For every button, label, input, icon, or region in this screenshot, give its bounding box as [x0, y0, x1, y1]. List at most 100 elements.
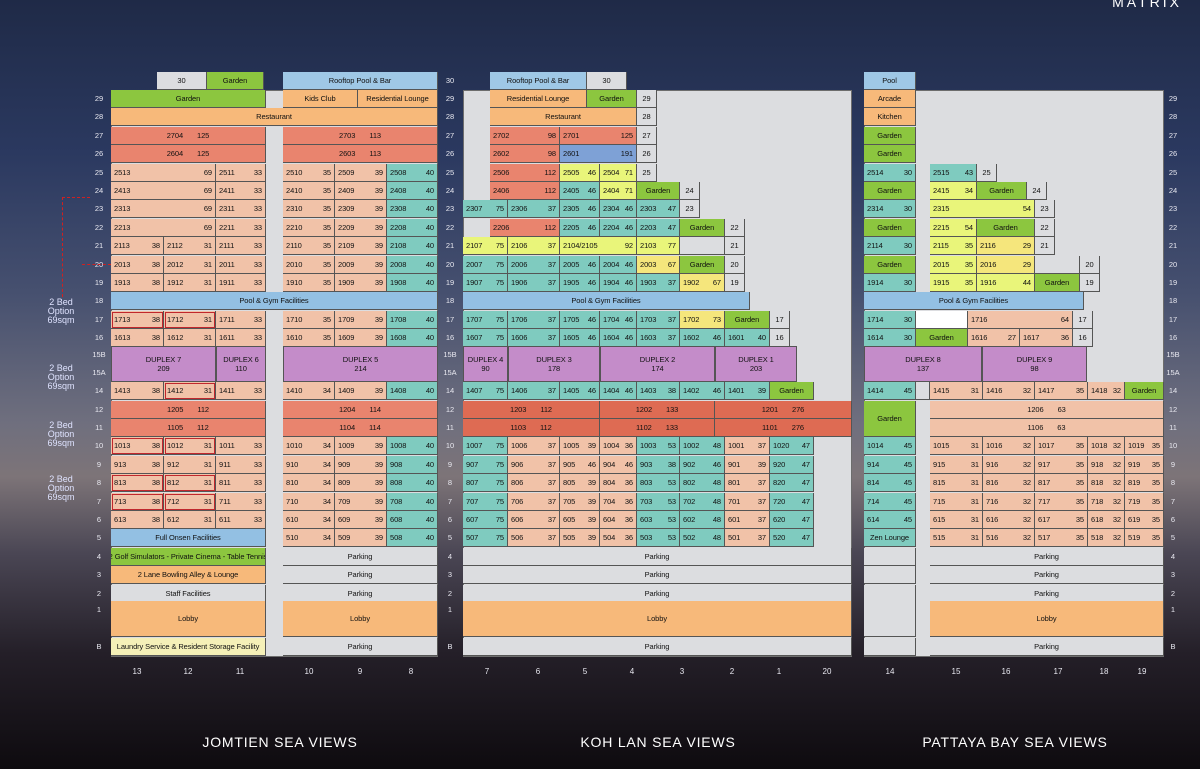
unit-cell[interactable]: 510 34	[283, 529, 335, 548]
unit-cell[interactable]: 2215 54	[930, 218, 977, 237]
unit-cell[interactable]: 1012 31	[164, 437, 216, 456]
unit-cell[interactable]: 613 38	[111, 510, 164, 529]
unit-cell[interactable]: 615 31	[930, 510, 983, 529]
unit-cell[interactable]: 1201 276	[715, 400, 852, 419]
unit-cell[interactable]: 1916 44	[977, 274, 1035, 292]
unit-cell[interactable]: 1706 37	[508, 310, 560, 329]
unit-cell[interactable]: 603 53	[637, 510, 680, 529]
unit-cell[interactable]: 1001 37	[725, 437, 770, 456]
unit-cell[interactable]: 2701 125	[560, 126, 637, 145]
unit-cell[interactable]: Garden	[864, 182, 916, 200]
unit-cell[interactable]: 1015 31	[930, 437, 983, 456]
unit-cell[interactable]: 2509 39	[335, 163, 387, 182]
unit-cell[interactable]: 2210 35	[283, 218, 335, 237]
unit-cell[interactable]: 1601 40	[725, 329, 770, 348]
unit-cell[interactable]: 2515 43	[930, 163, 977, 182]
unit-cell[interactable]: Garden	[1035, 274, 1080, 292]
unit-cell[interactable]: 2011 33	[216, 255, 266, 274]
unit-cell[interactable]: 612 31	[164, 510, 216, 529]
unit-cell[interactable]: 2303 47	[637, 200, 680, 219]
unit-cell[interactable]: 806 37	[508, 474, 560, 493]
unit-cell[interactable]: 1418 32	[1088, 382, 1125, 400]
unit-cell[interactable]: 1910 35	[283, 274, 335, 292]
unit-cell[interactable]: 2213 69	[111, 218, 216, 237]
unit-cell[interactable]: 2005 46	[560, 255, 600, 274]
unit-cell[interactable]: 713 38	[111, 492, 164, 511]
unit-cell[interactable]: Garden	[587, 90, 637, 108]
unit-cell[interactable]: 2306 37	[508, 200, 560, 219]
unit-cell[interactable]: 908 40	[387, 455, 438, 474]
unit-cell[interactable]: 1604 46	[600, 329, 637, 348]
unit-cell[interactable]: 507 75	[463, 529, 508, 548]
unit-cell[interactable]: 910 34	[283, 455, 335, 474]
unit-cell[interactable]: 1011 33	[216, 437, 266, 456]
unit-cell[interactable]: Pool	[864, 71, 916, 90]
unit-cell[interactable]: 502 48	[680, 529, 725, 548]
unit-cell[interactable]: 2702 98	[490, 126, 560, 145]
unit-cell[interactable]: 2204 46	[600, 218, 637, 237]
unit-cell[interactable]: 604 36	[600, 510, 637, 529]
unit-cell[interactable]: 703 53	[637, 492, 680, 511]
unit-cell[interactable]: 616 32	[983, 510, 1035, 529]
unit-cell[interactable]: 1106 63	[930, 418, 1164, 437]
unit-cell[interactable]: 1005 39	[560, 437, 600, 456]
unit-cell[interactable]: 2510 35	[283, 163, 335, 182]
unit-cell[interactable]: Restaurant	[111, 108, 438, 127]
unit-cell[interactable]: 1203 112	[463, 400, 600, 419]
unit-cell[interactable]: 1412 31	[164, 382, 216, 400]
unit-cell[interactable]: 2603 113	[283, 145, 438, 164]
unit-cell[interactable]: 1413 38	[111, 382, 164, 400]
unit-cell[interactable]: 1612 31	[164, 329, 216, 348]
unit-cell[interactable]: 2310 35	[283, 200, 335, 219]
unit-cell[interactable]: 1907 75	[463, 274, 508, 292]
unit-cell[interactable]: 501 37	[725, 529, 770, 548]
unit-cell[interactable]: 2015 35	[930, 255, 977, 274]
unit-cell[interactable]: 712 31	[164, 492, 216, 511]
unit-cell[interactable]: 2604 125	[111, 145, 266, 164]
unit-cell[interactable]: 1408 40	[387, 382, 438, 400]
unit-cell[interactable]: 2307 75	[463, 200, 508, 219]
unit-cell[interactable]: 1404 46	[600, 382, 637, 400]
unit-cell[interactable]: Lobby	[463, 601, 852, 637]
unit-cell[interactable]: 1710 35	[283, 310, 335, 329]
unit-cell[interactable]: 2003 67	[637, 255, 680, 274]
unit-cell[interactable]: 2601 191	[560, 145, 637, 164]
unit-cell[interactable]: 919 35	[1125, 455, 1164, 474]
unit-cell[interactable]: 807 75	[463, 474, 508, 493]
unit-cell[interactable]: 801 37	[725, 474, 770, 493]
unit-cell[interactable]: 619 35	[1125, 510, 1164, 529]
unit-cell[interactable]: 618 32	[1088, 510, 1125, 529]
unit-cell[interactable]: 504 36	[600, 529, 637, 548]
unit-cell[interactable]: 1904 46	[600, 274, 637, 292]
unit-cell[interactable]: 515 31	[930, 529, 983, 548]
unit-cell[interactable]: 2413 69	[111, 182, 216, 200]
unit-cell[interactable]: 804 36	[600, 474, 637, 493]
unit-cell[interactable]: 1713 38	[111, 310, 164, 329]
unit-cell[interactable]: 808 40	[387, 474, 438, 493]
unit-cell[interactable]: 1610 35	[283, 329, 335, 348]
duplex-8[interactable]: DUPLEX 8 137	[864, 346, 982, 382]
unit-cell[interactable]: 2305 46	[560, 200, 600, 219]
unit-cell[interactable]: 2211 33	[216, 218, 266, 237]
unit-cell[interactable]: 1410 34	[283, 382, 335, 400]
unit-cell[interactable]: Garden	[770, 382, 814, 400]
unit-cell[interactable]: 1018 32	[1088, 437, 1125, 456]
unit-cell[interactable]: 620 47	[770, 510, 814, 529]
unit-cell[interactable]: 1008 40	[387, 437, 438, 456]
unit-cell[interactable]: 1017 35	[1035, 437, 1088, 456]
unit-cell[interactable]: 1014 45	[864, 437, 916, 456]
duplex-3[interactable]: DUPLEX 3 178	[508, 346, 600, 382]
unit-cell[interactable]: 614 45	[864, 510, 916, 529]
unit-cell[interactable]: 817 35	[1035, 474, 1088, 493]
unit-cell[interactable]: 2107 75	[463, 237, 508, 256]
unit-cell[interactable]: 2513 69	[111, 163, 216, 182]
unit-cell[interactable]: 1409 39	[335, 382, 387, 400]
unit-cell[interactable]: 1019 35	[1125, 437, 1164, 456]
unit-cell[interactable]: Residential Lounge	[490, 90, 587, 108]
unit-cell[interactable]: 701 37	[725, 492, 770, 511]
unit-cell[interactable]: 1105 112	[111, 418, 266, 437]
unit-cell[interactable]: 2406 112	[490, 182, 560, 200]
unit-cell[interactable]: 901 39	[725, 455, 770, 474]
unit-cell[interactable]: 716 32	[983, 492, 1035, 511]
unit-cell[interactable]: 2104/2105 92	[560, 237, 637, 256]
